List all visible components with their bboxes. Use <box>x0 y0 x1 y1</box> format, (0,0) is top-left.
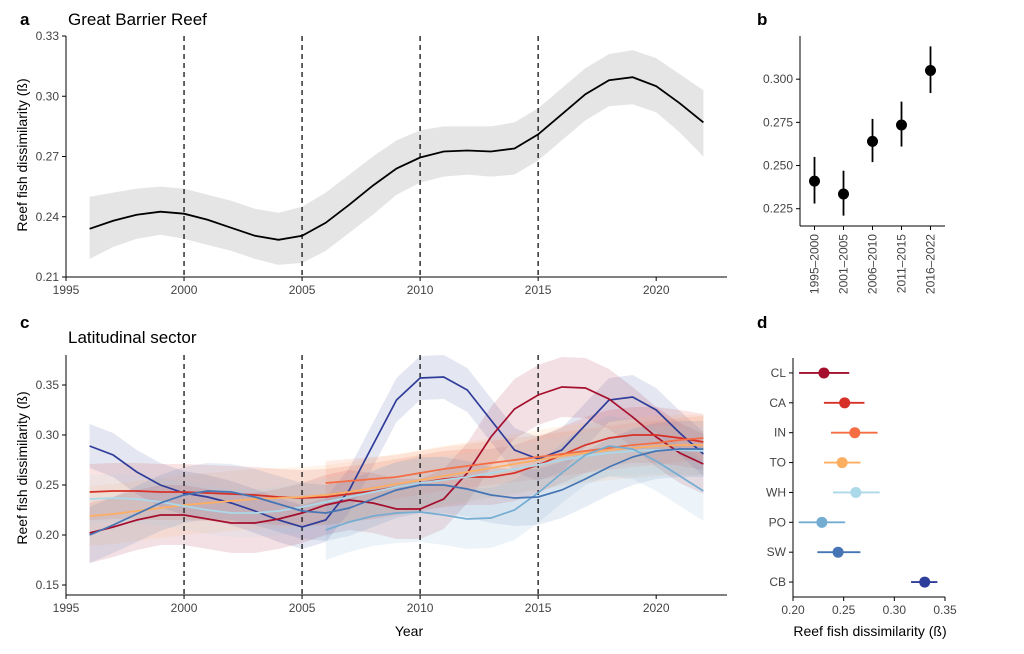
y-tick-label: 0.30 <box>36 89 60 103</box>
y-tick-label: 0.250 <box>763 159 793 173</box>
ci-band-CA <box>89 407 704 526</box>
series-line-PO <box>325 445 704 531</box>
panel-d-plot: 0.20 0.25 0.30 0.35 CL CA IN TO WH PO SW CB <box>766 358 957 617</box>
x-tick-label: 2016–2022 <box>924 234 938 294</box>
point-CL <box>818 367 830 379</box>
x-tick-label: 2015 <box>525 283 552 297</box>
y-tick-label: CL <box>771 366 787 380</box>
ci-band-PO <box>325 416 704 560</box>
x-tick-label: 2020 <box>643 283 670 297</box>
x-tick-label: 0.35 <box>933 603 957 617</box>
y-tick-label: WH <box>766 485 786 499</box>
y-tick-label: 0.25 <box>36 478 60 492</box>
series-line-TO <box>89 444 704 517</box>
panel-a-ylabel: Reef fish dissimilarity (ß) <box>14 78 30 231</box>
panel-a-plot: 0.21 0.24 0.27 0.30 0.33 1995 2000 2005 2010 2015… <box>36 29 727 297</box>
series-line-CL <box>89 386 704 534</box>
y-tick-label: 0.300 <box>763 72 793 86</box>
y-tick-label: SW <box>767 545 787 559</box>
x-tick-label: 2015 <box>525 601 552 615</box>
series-line-SW <box>89 448 704 536</box>
x-tick-label: 2011–2015 <box>895 234 909 294</box>
y-tick-label: CB <box>769 575 786 589</box>
x-tick-label: 2005 <box>289 601 316 615</box>
x-tick-label: 2006–2010 <box>866 234 880 294</box>
panel-c-xlabel: Year <box>395 623 424 639</box>
x-tick-label: 2001–2005 <box>837 234 851 294</box>
x-tick-label: 2010 <box>407 601 434 615</box>
point-PO <box>816 516 828 528</box>
y-tick-label: IN <box>774 426 786 440</box>
point-SW <box>832 546 844 558</box>
y-tick-label: 0.275 <box>763 115 793 129</box>
y-tick-label: 0.15 <box>36 578 60 592</box>
panel-label-d: d <box>757 313 767 332</box>
series-line-IN <box>325 437 704 484</box>
x-tick-label: 0.30 <box>883 603 907 617</box>
panel-label-a: a <box>20 10 30 29</box>
point-2011–2015 <box>896 119 907 131</box>
y-tick-label: 0.225 <box>763 202 793 216</box>
y-tick-label: 0.24 <box>36 210 60 224</box>
x-tick-label: 0.20 <box>781 603 805 617</box>
panel-label-c: c <box>20 313 29 332</box>
point-1995–2000 <box>809 175 820 187</box>
x-tick-label: 2020 <box>643 601 670 615</box>
y-tick-label: CA <box>769 396 786 410</box>
panel-c-ylabel: Reef fish dissimilarity (ß) <box>14 391 30 544</box>
y-tick-label: 0.35 <box>36 378 60 392</box>
x-tick-label: 2010 <box>407 283 434 297</box>
x-tick-label: 2005 <box>289 283 316 297</box>
x-tick-label: 2000 <box>171 283 198 297</box>
panel-label-b: b <box>757 10 767 29</box>
point-WH <box>850 486 862 498</box>
point-2006–2010 <box>867 135 878 147</box>
ci-band-SW <box>89 421 704 563</box>
x-tick-label: 1995 <box>53 601 80 615</box>
x-tick-label: 1995 <box>53 283 80 297</box>
point-CB <box>919 576 931 588</box>
x-tick-label: 2000 <box>171 601 198 615</box>
y-tick-label: TO <box>770 456 786 470</box>
y-tick-label: 0.27 <box>36 150 60 164</box>
series-line-WH <box>89 449 704 514</box>
panel-c-title: Latitudinal sector <box>68 328 197 347</box>
panel-c-plot: 0.15 0.20 0.25 0.30 0.35 1995 2000 2005 2010 2015… <box>36 355 727 615</box>
point-TO <box>836 457 848 469</box>
panel-a-title: Great Barrier Reef <box>68 10 207 29</box>
y-tick-label: 0.33 <box>36 29 60 43</box>
panel-d-xlabel: Reef fish dissimilarity (ß) <box>793 623 946 639</box>
point-2016–2022 <box>925 65 936 77</box>
series-line-gbr <box>89 76 704 241</box>
x-tick-label: 1995–2000 <box>808 234 822 294</box>
y-tick-label: 0.20 <box>36 528 60 542</box>
point-IN <box>849 427 861 439</box>
y-tick-label: PO <box>769 515 786 529</box>
panel-b-plot: 0.225 0.250 0.275 0.300 1995–2000 2001–2005 20… <box>763 36 945 294</box>
point-CA <box>839 397 851 409</box>
point-2001–2005 <box>838 188 849 200</box>
y-tick-label: 0.21 <box>36 270 60 284</box>
ci-band <box>89 50 704 265</box>
x-tick-label: 0.25 <box>832 603 856 617</box>
ci-band-CL <box>89 357 704 563</box>
y-tick-label: 0.30 <box>36 428 60 442</box>
